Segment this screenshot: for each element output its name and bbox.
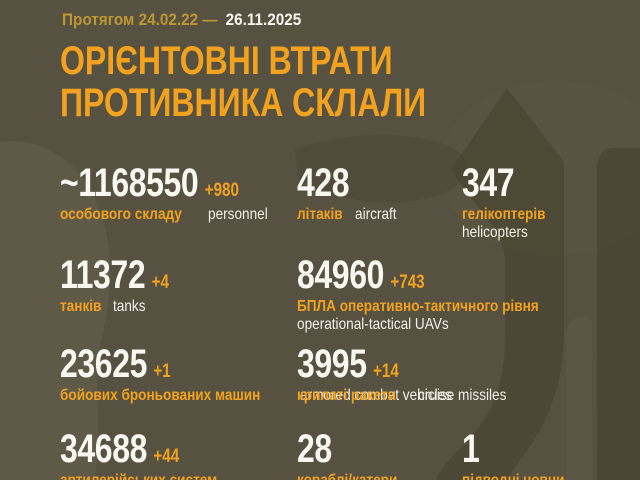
stat-label-ua: бойових броньованих машин	[60, 387, 261, 404]
stat-label-en: operational-tactical UAVs	[297, 316, 449, 333]
stat-value: 28	[297, 427, 332, 471]
stat-label-en: armored combat vehicles	[300, 387, 453, 404]
stat-ships-boats: 28 кораблі/катери	[297, 429, 419, 480]
stat-cruise-missiles: 3995 +14 крилаті ракети cruise missiles	[297, 344, 522, 405]
stat-delta: +1	[153, 361, 171, 382]
stat-uavs: 84960 +743 БПЛА оперативно-тактичного рів…	[297, 255, 640, 334]
stat-label-ua: гелікоптерів	[462, 206, 546, 223]
stat-label-ua: БПЛА оперативно-тактичного рівня	[297, 298, 539, 315]
stat-armored-vehicles: 23625 +1 бойових броньованих машин armore…	[60, 344, 479, 405]
stat-aircraft: 428 літаків aircraft	[297, 163, 404, 224]
stat-delta: +4	[151, 272, 169, 293]
stat-value: 428	[297, 161, 350, 205]
stat-delta: +44	[153, 446, 180, 467]
stat-personnel: ~1168550 +980 особового складу personnel	[60, 163, 284, 224]
stat-label-ua: кораблі/катери	[297, 472, 397, 480]
page-title-line1: ОРІЄНТОВНІ ВТРАТИ	[60, 39, 393, 83]
stat-delta: +14	[372, 361, 399, 382]
stat-delta: +980	[204, 180, 239, 201]
stat-value: 347	[462, 161, 515, 205]
stat-tanks: 11372 +4 танків tanks	[60, 255, 196, 316]
stat-value: 23625	[60, 342, 147, 386]
stat-label-ua: особового складу	[60, 206, 182, 223]
stat-helicopters: 347 гелікоптерів helicopters	[462, 163, 640, 242]
period: Протягом 24.02.22 — 26.11.2025	[62, 10, 301, 30]
stat-value: 3995	[297, 342, 367, 386]
page-title-line2: ПРОТИВНИКА СКЛАЛИ	[60, 81, 427, 125]
stat-label-en: cruise missiles	[417, 387, 507, 404]
stat-label-en: aircraft	[355, 206, 397, 223]
stat-value: 34688	[60, 427, 147, 471]
period-range-text: Протягом 24.02.22 —	[62, 10, 218, 29]
stat-label-en: personnel	[207, 206, 268, 223]
stat-artillery: 34688 +44 артилерійських систем	[60, 429, 249, 480]
stat-label-ua: підводні човни	[462, 472, 564, 480]
stat-value: 1	[462, 427, 480, 471]
stat-value: ~1168550	[60, 161, 199, 205]
stat-label-en: helicopters	[462, 224, 528, 241]
stat-value: 84960	[297, 253, 384, 297]
page-title: ОРІЄНТОВНІ ВТРАТИ ПРОТИВНИКА СКЛАЛИ	[60, 40, 426, 124]
stat-label-ua: танків	[60, 298, 102, 315]
stat-label-ua: крилаті ракети	[297, 387, 396, 404]
period-current-date: 26.11.2025	[225, 10, 302, 29]
stat-delta: +743	[390, 272, 425, 293]
stat-label-ua: літаків	[297, 206, 343, 223]
stat-label-ua: артилерійських систем	[60, 472, 217, 480]
stat-value: 11372	[60, 253, 146, 297]
stat-submarines: 1 підводні човни	[462, 429, 587, 480]
stat-label-en: tanks	[113, 298, 146, 315]
